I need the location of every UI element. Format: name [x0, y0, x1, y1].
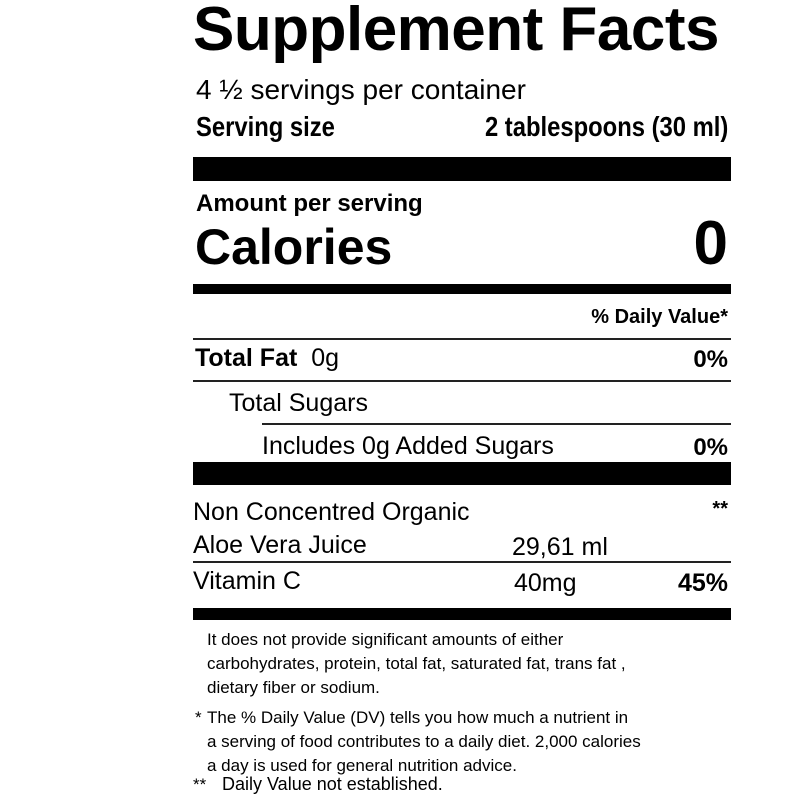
nutrient-row-total-sugars: Total Sugars — [229, 389, 368, 417]
nutrient-amount: 0g — [311, 344, 340, 372]
ingredient-dv: 45% — [677, 569, 728, 597]
nutrient-dv: 0% — [693, 434, 728, 461]
divider — [193, 338, 731, 340]
label-title: Supplement Facts — [193, 0, 720, 64]
thick-divider — [193, 462, 731, 485]
nutrient-dv: 0% — [693, 346, 728, 373]
ingredient-label-line1: Non Concentred Organic — [193, 498, 470, 526]
medium-divider — [193, 608, 731, 620]
footnote-marker: * — [195, 708, 202, 727]
footnote-daily-value: The % Daily Value (DV) tells you how muc… — [207, 706, 641, 778]
calories-label: Calories — [195, 219, 393, 275]
ingredient-dv: ** — [712, 498, 728, 520]
nutrient-row-total-fat: Total Fat 0g — [195, 344, 339, 373]
serving-size-value: 2 tablespoons (30 ml) — [484, 111, 728, 142]
footnote-line: a serving of food contributes to a daily… — [207, 732, 641, 751]
ingredient-amount: 29,61 ml — [512, 533, 608, 561]
footnote-line: carbohydrates, protein, total fat, satur… — [207, 654, 626, 673]
medium-divider — [193, 284, 731, 294]
footnote-nutrients: It does not provide significant amounts … — [207, 628, 626, 700]
footnote-line: It does not provide significant amounts … — [207, 630, 564, 649]
footnote-not-established: Daily Value not established. — [222, 774, 443, 794]
divider — [193, 380, 731, 382]
nutrient-label: Total Fat — [195, 344, 298, 372]
ingredient-label: Vitamin C — [193, 567, 301, 595]
serving-size-label: Serving size — [196, 111, 335, 142]
footnote-line: a day is used for general nutrition advi… — [207, 756, 517, 775]
divider — [262, 423, 731, 425]
ingredient-amount: 40mg — [514, 569, 577, 597]
servings-per-container: 4 ½ servings per container — [196, 74, 526, 105]
footnote-line: dietary fiber or sodium. — [207, 678, 380, 697]
calories-value: 0 — [693, 209, 728, 278]
amount-per-serving: Amount per serving — [196, 190, 423, 217]
daily-value-header: % Daily Value* — [591, 306, 728, 328]
footnote-line: The % Daily Value (DV) tells you how muc… — [207, 708, 629, 727]
thick-divider — [193, 157, 731, 181]
footnote-marker: ** — [193, 775, 207, 794]
divider — [193, 561, 731, 563]
ingredient-label-line2: Aloe Vera Juice — [193, 531, 367, 559]
nutrient-row-added-sugars: Includes 0g Added Sugars — [262, 432, 554, 460]
